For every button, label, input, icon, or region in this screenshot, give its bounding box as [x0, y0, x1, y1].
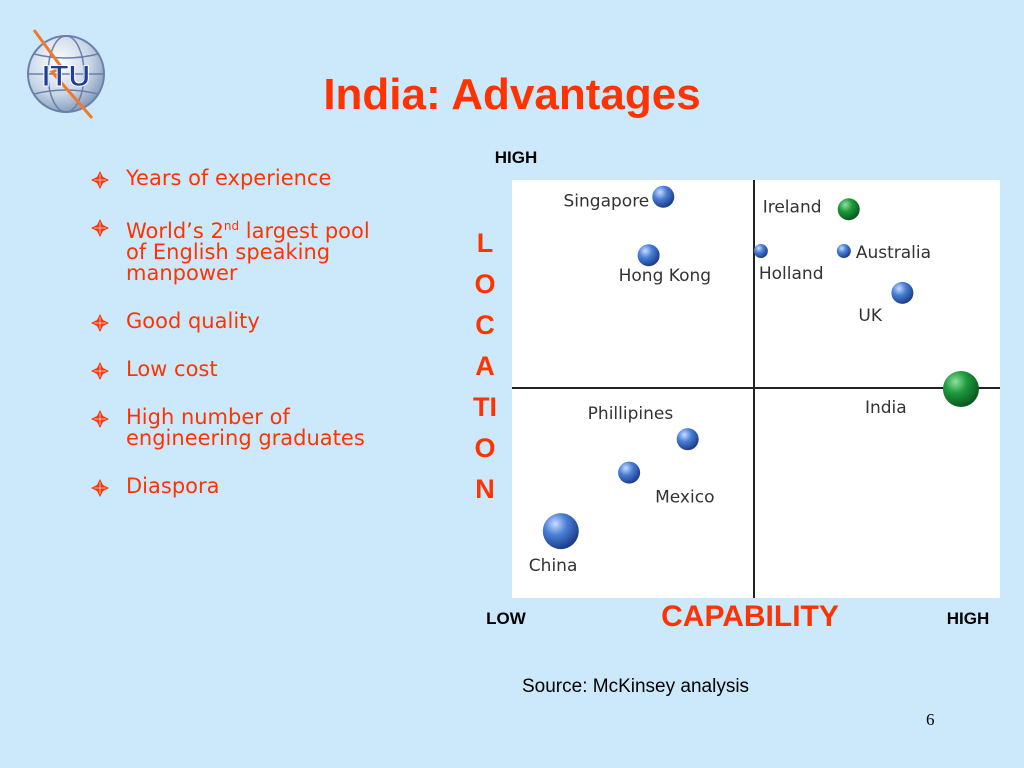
x-low-label: LOW [486, 609, 527, 628]
bullet-text: Diaspora [126, 474, 220, 498]
bullet-text: Good quality [126, 309, 260, 333]
point-singapore [652, 185, 675, 208]
point-mexico [618, 461, 641, 484]
point-holland [753, 244, 768, 259]
y-axis-label-letter: L [477, 228, 494, 258]
advantages-list: Years of experience World’s 2nd largest … [90, 168, 390, 524]
bullet-item: Low cost [90, 357, 390, 381]
bullet-item: Diaspora [90, 474, 390, 498]
bullet-item: Years of experience [90, 166, 390, 190]
point-label-holland: Holland [759, 264, 824, 284]
y-axis-label-letter: O [474, 433, 495, 463]
y-axis-label-letter: TI [473, 392, 497, 422]
point-uk [891, 281, 914, 304]
bullet-text-continued: largest pool of English speaking manpowe… [126, 219, 370, 285]
bullet-superscript: nd [223, 219, 240, 233]
bullet-item: Good quality [90, 309, 390, 333]
y-axis-label-letter: N [475, 474, 495, 504]
y-high-label: HIGH [495, 148, 538, 167]
point-label-china: China [529, 556, 578, 576]
y-axis-label-letter: A [475, 351, 495, 381]
x-axis-label: CAPABILITY [661, 600, 839, 633]
point-label-hong-kong: Hong Kong [619, 266, 711, 286]
point-label-mexico: Mexico [655, 488, 714, 508]
point-label-uk: UK [858, 306, 882, 326]
point-label-india: India [865, 398, 907, 418]
slide-title: India: Advantages [323, 70, 701, 119]
bullet-item: World’s 2nd largest pool of English spea… [90, 216, 390, 284]
bullet-text: Low cost [126, 357, 218, 381]
point-label-singapore: Singapore [564, 192, 650, 212]
bullet-text: Years of experience [126, 166, 332, 190]
point-australia [836, 244, 851, 259]
bullet-item: High number of engineering graduates [90, 407, 390, 449]
y-axis-label-letter: C [475, 310, 495, 340]
bullet-text: World’s 2 [126, 219, 224, 243]
point-label-ireland: Ireland [763, 197, 822, 217]
point-label-australia: Australia [856, 243, 931, 263]
point-india [942, 371, 979, 407]
point-label-phillipines: Phillipines [588, 404, 674, 424]
point-phillipines [676, 428, 699, 451]
x-high-label: HIGH [947, 609, 990, 628]
point-hong-kong [637, 244, 660, 267]
bullet-text: High number of engineering graduates [126, 405, 365, 450]
source-note: Source: McKinsey analysis [522, 676, 750, 697]
logo-text: ITU [42, 60, 90, 93]
page-number: 6 [926, 710, 935, 729]
itu-logo: ITU [27, 29, 105, 119]
point-china [542, 513, 579, 550]
y-axis-label-letter: O [474, 269, 495, 299]
point-ireland [837, 198, 860, 221]
